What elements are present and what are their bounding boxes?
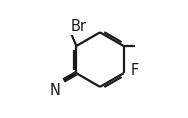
Text: Br: Br (70, 19, 86, 34)
Text: F: F (131, 63, 139, 78)
Text: N: N (50, 83, 61, 98)
